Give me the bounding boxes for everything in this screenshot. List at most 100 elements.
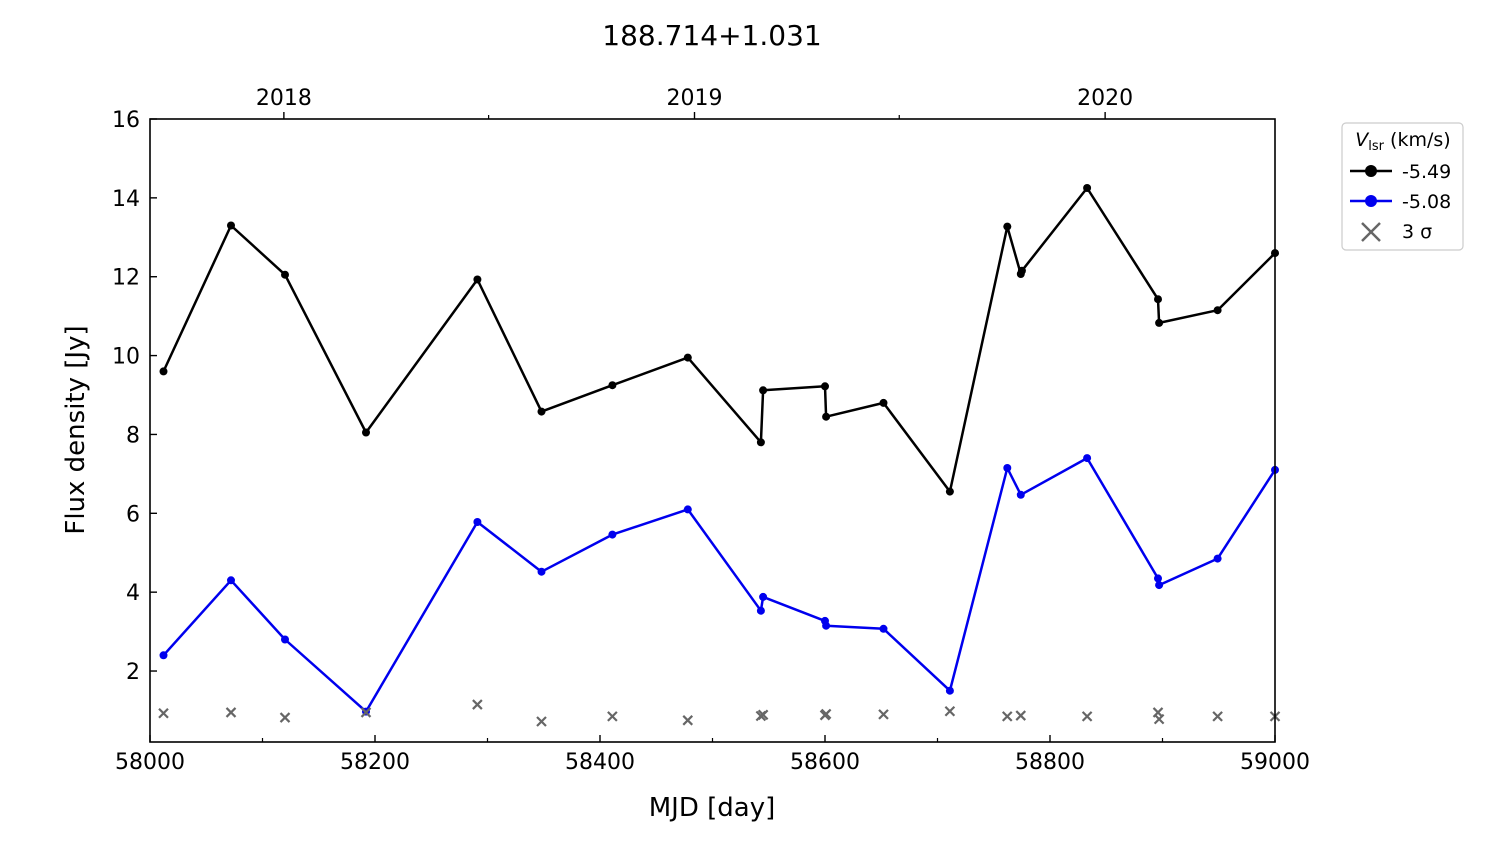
sigma-marker-stroke — [1015, 710, 1027, 721]
y-tick-label: 10 — [112, 345, 140, 370]
legend-label-series-1: -5.49 — [1402, 161, 1451, 183]
legend: Vlsr (km/s) -5.49 -5.08 3 σ — [1341, 122, 1464, 251]
series-2-point — [473, 518, 482, 526]
series-1-point — [683, 353, 692, 362]
series-2-point — [756, 606, 765, 615]
x-tick-label: 58000 — [115, 750, 185, 775]
series-2-point — [227, 576, 235, 585]
series-2-point — [1003, 464, 1012, 472]
y-tick-label: 8 — [126, 423, 140, 448]
series-1-point — [1155, 318, 1164, 327]
series-2-line — [162, 456, 1277, 713]
sigma-marker — [607, 711, 618, 722]
series-2-point — [1155, 581, 1164, 590]
sigma-marker-stroke — [607, 711, 618, 722]
legend-marker-sigma — [1361, 222, 1381, 242]
series-1-point — [821, 382, 829, 391]
sigma-marker — [1001, 711, 1013, 722]
series-1-point — [1083, 184, 1092, 192]
y-tick-label: 12 — [112, 266, 140, 291]
legend-label-series-2: -5.08 — [1402, 191, 1451, 213]
top-tick-label: 2020 — [1077, 86, 1133, 111]
series-1-point — [1017, 266, 1026, 275]
sigma-marker — [1153, 713, 1165, 725]
legend-title-sub: lsr — [1368, 139, 1384, 154]
y-tick-label: 6 — [126, 502, 140, 527]
sigma-marker-stroke — [944, 705, 956, 717]
series-1-point — [1154, 295, 1162, 304]
series-1-line — [162, 186, 1276, 493]
top-tick-label: 2019 — [667, 86, 723, 111]
y-tick-label: 4 — [126, 581, 140, 606]
x-tick-label: 58200 — [340, 750, 410, 775]
series-2-point — [879, 624, 888, 633]
sigma-marker-stroke — [1001, 711, 1013, 722]
x-axis-title: MJD [day] — [649, 793, 776, 823]
series-1-point — [537, 407, 546, 416]
plot-frame — [149, 118, 1276, 743]
legend-frame — [1341, 122, 1464, 251]
y-tick-label: 2 — [126, 660, 140, 685]
x-tick-label: 59000 — [1240, 750, 1310, 775]
sigma-marker-stroke — [536, 716, 547, 727]
sigma-marker — [1081, 711, 1093, 722]
sigma-marker — [158, 707, 169, 719]
series-1-point — [759, 386, 768, 395]
sigma-marker — [279, 712, 291, 723]
sigma-marker — [944, 705, 956, 717]
series-2-point — [822, 621, 831, 630]
sigma-marker — [472, 699, 483, 710]
series-2-point — [683, 505, 692, 514]
series-2-point — [945, 686, 954, 695]
legend-label-sigma: 3 σ — [1402, 221, 1432, 243]
series-2-point — [1016, 490, 1025, 499]
sigma-marker-stroke — [225, 707, 237, 718]
series-1-point — [608, 381, 617, 390]
sigma-marker-stroke — [682, 715, 694, 726]
series-1-point — [822, 412, 831, 421]
legend-title: Vlsr (km/s) — [1355, 129, 1450, 154]
sigma-marker — [360, 707, 372, 718]
sigma-marker-stroke — [158, 707, 169, 719]
series-1-point — [227, 221, 235, 230]
series-2-point — [537, 567, 546, 576]
x-tick-label: 58600 — [790, 750, 860, 775]
series-1-point — [159, 367, 168, 376]
series-2-point — [159, 651, 168, 660]
legend-title-unit: (km/s) — [1384, 129, 1451, 151]
sigma-marker — [225, 707, 237, 718]
sigma-marker — [1212, 711, 1223, 722]
series-2-point — [281, 635, 289, 644]
y-tick-label: 16 — [112, 108, 140, 133]
legend-marker-series-2 — [1365, 195, 1377, 207]
sigma-marker — [1015, 710, 1027, 721]
sigma-marker — [820, 708, 832, 720]
series-1-point — [1213, 306, 1222, 315]
series-1-point — [281, 270, 289, 279]
chart-title: 188.714+1.031 — [602, 19, 821, 52]
y-tick-label: 14 — [112, 187, 140, 212]
sigma-marker — [536, 716, 547, 727]
axes: 58000 58200 58400 58600 58800 59000 2018 2019 20… — [112, 86, 1310, 775]
top-tick-label: 2018 — [256, 86, 312, 111]
legend-sigma-text: 3 σ — [1402, 221, 1432, 243]
series-2-point — [1083, 454, 1092, 463]
series-1-point — [756, 438, 765, 447]
series-1-point — [879, 398, 888, 407]
sigma-marker-stroke — [472, 699, 483, 710]
series-1-point — [1003, 222, 1012, 231]
plot-area — [158, 184, 1281, 727]
legend-title-v: V — [1355, 129, 1370, 151]
series-2-point — [1213, 554, 1222, 563]
sigma-marker-stroke — [1081, 711, 1093, 722]
series-1-point — [945, 487, 954, 496]
sigma-marker-stroke — [878, 709, 889, 720]
sigma-marker-stroke — [1212, 711, 1223, 722]
series-2-point — [1154, 574, 1162, 583]
series-2-point — [608, 530, 617, 539]
series-1-point — [362, 428, 370, 437]
sigma-marker — [878, 709, 889, 720]
y-axis-title: Flux density [Jy] — [61, 325, 91, 534]
sigma-marker-stroke — [820, 708, 832, 720]
